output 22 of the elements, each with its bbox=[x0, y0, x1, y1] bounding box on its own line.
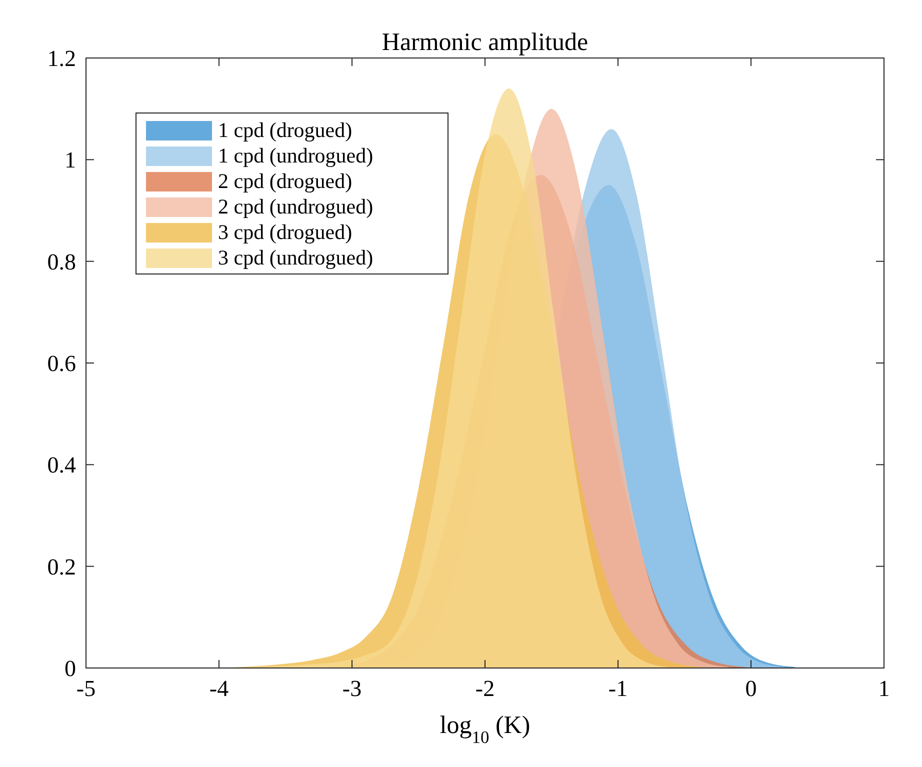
legend-label: 2 cpd (undrogued) bbox=[218, 194, 374, 218]
x-tick-label: -2 bbox=[475, 676, 495, 701]
x-tick-label: -1 bbox=[608, 676, 628, 701]
x-axis-title: log$_{10}$ (K) bbox=[440, 712, 530, 747]
chart-title: Harmonic amplitude bbox=[382, 29, 588, 56]
x-tick-label: -5 bbox=[76, 676, 96, 701]
y-tick-label: 0.2 bbox=[47, 554, 76, 580]
x-tick-label: -3 bbox=[342, 676, 362, 701]
y-tick-label: 1.2 bbox=[47, 46, 76, 71]
y-tick-label: 1 bbox=[64, 148, 76, 173]
x-tick-label: -4 bbox=[209, 676, 230, 701]
y-tick-label: 0.6 bbox=[47, 351, 76, 376]
x-tick-label: 0 bbox=[745, 676, 757, 701]
legend-label: 3 cpd (undrogued) bbox=[218, 246, 374, 270]
legend-label: 1 cpd (drogued) bbox=[218, 118, 352, 142]
legend-label: 3 cpd (drogued) bbox=[218, 220, 352, 244]
y-tick-label: 0.4 bbox=[47, 452, 76, 478]
y-tick-label: 0.8 bbox=[47, 249, 76, 274]
legend-label: 1 cpd (undrogued) bbox=[218, 144, 374, 168]
legend-label: 2 cpd (drogued) bbox=[218, 169, 352, 193]
x-tick-label: 1 bbox=[878, 676, 890, 701]
y-tick-label: 0 bbox=[64, 656, 76, 681]
